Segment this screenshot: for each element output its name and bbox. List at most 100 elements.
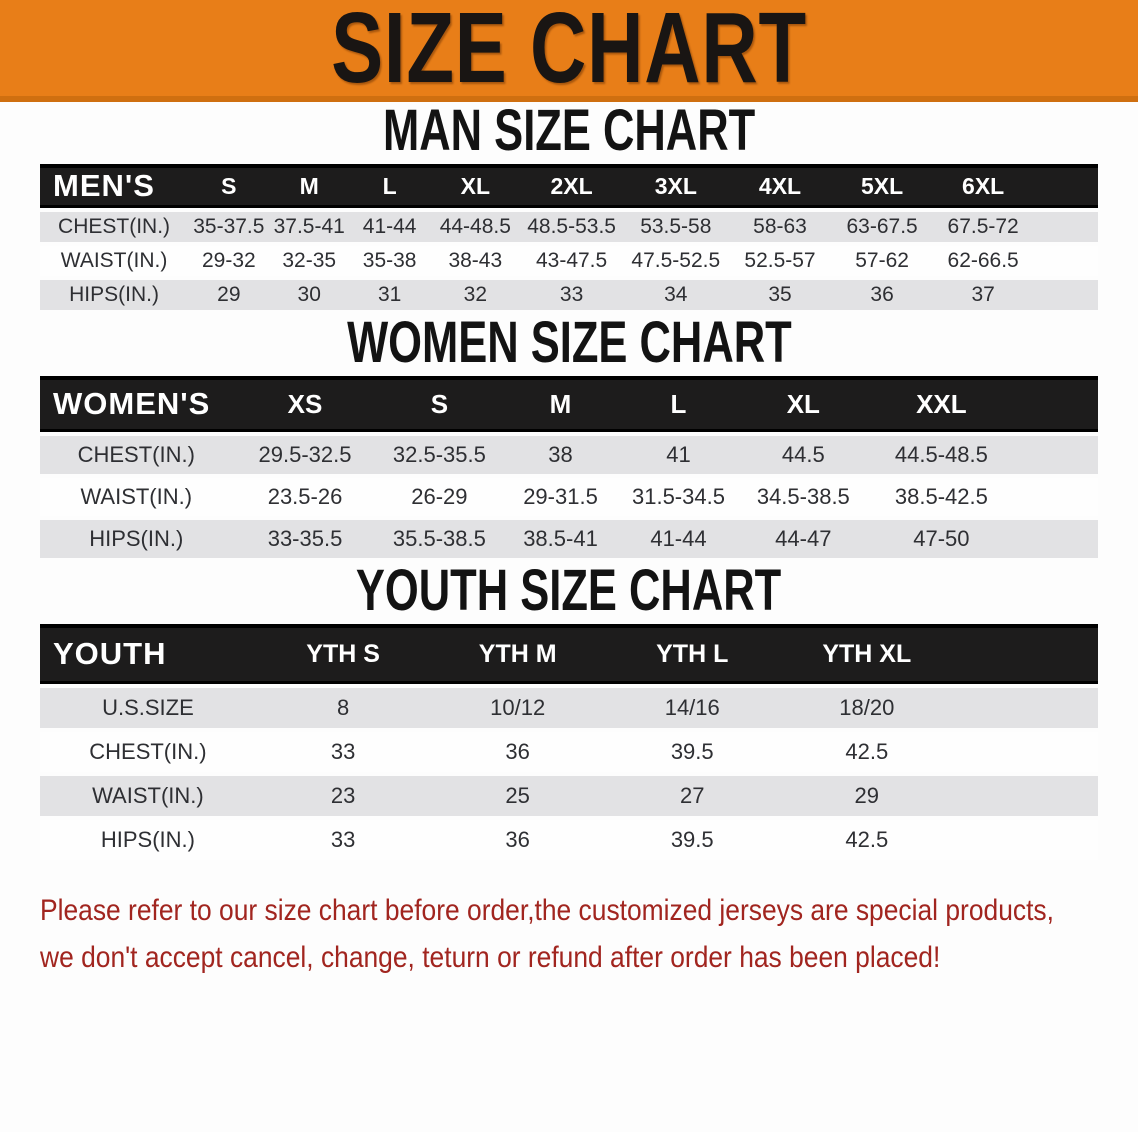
women-size-table: WOMEN'S XS S M L XL XXL CHEST(IN.) 29.5-32.5 32.5… — [40, 372, 1098, 562]
column-header: XS — [232, 376, 378, 432]
row-label: CHEST(IN.) — [77, 442, 195, 467]
size-value: 23.5-26 — [267, 484, 343, 509]
column-header: YTH L — [604, 624, 780, 684]
row-label: HIPS(IN.) — [69, 283, 159, 306]
row-spacer — [1033, 280, 1098, 310]
size-value: 44-47 — [775, 526, 832, 551]
size-value: 35 — [768, 283, 792, 306]
size-value: 58-63 — [753, 215, 807, 238]
notice-line-2: we don't accept cancel, change, teturn o… — [40, 940, 941, 974]
row-label: U.S.SIZE — [102, 695, 194, 720]
charts-container: MAN SIZE CHART MEN'S S M L XL 2XL 3XL 4XL 5XL 6XL C… — [0, 102, 1138, 864]
footer-notice: Please refer to our size chart before or… — [40, 888, 1098, 981]
size-value: 35.5-38.5 — [392, 526, 486, 551]
page-title: SIZE CHART — [331, 0, 807, 104]
column-header: 2XL — [520, 164, 623, 208]
header-row: WOMEN'S XS S M L XL XXL — [40, 376, 1098, 432]
header-spacer — [954, 624, 1098, 684]
table-row: HIPS(IN.) 33 36 39.5 42.5 — [40, 820, 1098, 860]
size-value: 29-31.5 — [523, 484, 598, 509]
row-spacer — [1033, 212, 1098, 242]
table-row: HIPS(IN.) 29 30 31 32 33 34 35 36 37 — [40, 280, 1098, 310]
size-value: 33 — [559, 283, 584, 306]
size-value: 10/12 — [490, 695, 546, 720]
size-value: 29 — [854, 783, 880, 808]
column-header: M — [269, 164, 349, 208]
size-value: 52.5-57 — [744, 249, 816, 272]
size-value: 38 — [548, 442, 573, 467]
section-heading-men: MAN SIZE CHART — [40, 102, 1098, 160]
table-label: WOMEN'S — [40, 376, 233, 432]
youth-size-table: YOUTH YTH S YTH M YTH L YTH XL U.S.SIZE 8 10/12… — [40, 620, 1098, 864]
size-value: 38.5-41 — [523, 526, 598, 551]
size-value: 14/16 — [664, 695, 720, 720]
header-spacer — [1013, 376, 1098, 432]
column-header: L — [619, 376, 738, 432]
size-value: 47.5-52.5 — [631, 249, 721, 272]
row-spacer — [1013, 436, 1098, 474]
column-header: YTH S — [255, 624, 431, 684]
size-value: 39.5 — [670, 739, 714, 764]
row-label: WAIST(IN.) — [60, 249, 168, 272]
section-heading-youth: YOUTH SIZE CHART — [40, 562, 1098, 620]
table-label: YOUTH — [40, 624, 256, 684]
size-value: 63-67.5 — [846, 215, 918, 238]
size-value: 62-66.5 — [947, 249, 1019, 272]
row-spacer — [954, 732, 1098, 772]
size-value: 32-35 — [282, 249, 337, 272]
size-value: 42.5 — [845, 827, 889, 852]
size-value: 34 — [664, 283, 688, 306]
row-label: HIPS(IN.) — [89, 526, 184, 551]
table-label: MEN'S — [40, 164, 189, 208]
size-value: 23 — [330, 783, 356, 808]
size-value: 26-29 — [411, 484, 468, 509]
table-row: CHEST(IN.) 35-37.5 37.5-41 41-44 44-48.5 48.5… — [40, 212, 1098, 242]
row-spacer — [1013, 478, 1098, 516]
size-value: 42.5 — [845, 739, 889, 764]
column-header: M — [501, 376, 620, 432]
size-value: 33-35.5 — [267, 526, 343, 551]
header-spacer — [1033, 164, 1098, 208]
column-header: 3XL — [622, 164, 729, 208]
size-value: 30 — [297, 283, 321, 306]
table-row: WAIST(IN.) 29-32 32-35 35-38 38-43 43-47.5 47.… — [40, 246, 1098, 276]
table-row: CHEST(IN.) 29.5-32.5 32.5-35.5 38 41 44.5 44.5… — [40, 436, 1098, 474]
column-header: 6XL — [932, 164, 1034, 208]
size-value: 36 — [870, 283, 894, 306]
column-header: XXL — [869, 376, 1014, 432]
section-heading-women: WOMEN SIZE CHART — [40, 314, 1098, 372]
column-header: 5XL — [831, 164, 933, 208]
row-spacer — [954, 688, 1098, 728]
table-row: WAIST(IN.) 23.5-26 26-29 29-31.5 31.5-34.5 34… — [40, 478, 1098, 516]
size-value: 47-50 — [913, 526, 970, 551]
column-header: S — [377, 376, 502, 432]
section-heading-text: MAN SIZE CHART — [382, 98, 756, 163]
size-value: 44.5 — [781, 442, 825, 467]
row-label: HIPS(IN.) — [100, 827, 195, 852]
table-row: WAIST(IN.) 23 25 27 29 — [40, 776, 1098, 816]
section-heading-text: WOMEN SIZE CHART — [346, 310, 792, 375]
column-header: 4XL — [728, 164, 832, 208]
size-value: 41 — [666, 442, 691, 467]
row-spacer — [1033, 246, 1098, 276]
size-value: 31 — [377, 283, 402, 306]
section-heading-text: YOUTH SIZE CHART — [356, 558, 782, 623]
row-spacer — [954, 776, 1098, 816]
column-header: XL — [737, 376, 870, 432]
header-row: YOUTH YTH S YTH M YTH L YTH XL — [40, 624, 1098, 684]
size-value: 18/20 — [839, 695, 895, 720]
size-value: 36 — [505, 739, 530, 764]
row-spacer — [1013, 520, 1098, 558]
size-value: 34.5-38.5 — [756, 484, 850, 509]
size-value: 31.5-34.5 — [631, 484, 725, 509]
column-header: L — [348, 164, 431, 208]
row-label: WAIST(IN.) — [80, 484, 193, 509]
size-value: 57-62 — [855, 249, 909, 272]
size-value: 43-47.5 — [535, 249, 608, 272]
header-row: MEN'S S M L XL 2XL 3XL 4XL 5XL 6XL — [40, 164, 1098, 208]
men-size-table: MEN'S S M L XL 2XL 3XL 4XL 5XL 6XL CHEST(IN.) 35-37… — [40, 160, 1098, 314]
size-value: 32 — [463, 283, 487, 306]
size-value: 8 — [336, 695, 350, 720]
column-header: YTH M — [430, 624, 605, 684]
size-value: 41-44 — [650, 526, 707, 551]
